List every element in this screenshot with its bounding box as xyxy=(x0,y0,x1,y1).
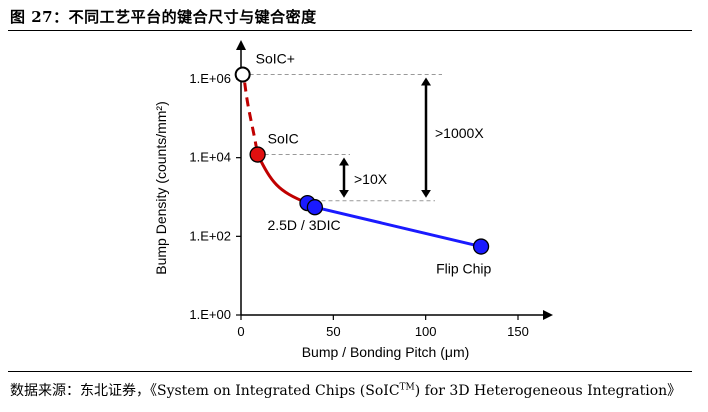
data-point xyxy=(249,146,266,163)
x-tick-label: 50 xyxy=(326,324,340,339)
x-axis-label: Bump / Bonding Pitch (μm) xyxy=(302,344,470,360)
y-tick-label: 1.E+00 xyxy=(189,307,231,322)
data-point xyxy=(306,199,324,216)
y-tick-label: 1.E+04 xyxy=(189,150,231,165)
source-suffix: ) for 3D Heterogeneous Integration》 xyxy=(414,383,682,399)
title-rule xyxy=(8,30,692,31)
label-soic-plus: SoIC+ xyxy=(256,51,295,67)
y-tick-label: 1.E+06 xyxy=(189,71,231,86)
y-axis-label: Bump Density (counts/mm²) xyxy=(153,101,169,274)
source-rule xyxy=(8,371,692,372)
soic-to-3dic-curve xyxy=(256,153,309,205)
figure-title: 图 27：不同工艺平台的键合尺寸与键合密度 xyxy=(10,8,317,26)
annotation-1000x: >1000X xyxy=(435,125,484,141)
x-tick-label: 150 xyxy=(507,324,529,339)
x-tick-label: 0 xyxy=(237,324,244,339)
label-soic: SoIC xyxy=(268,131,299,147)
bump-density-chart: 1.E+00 1.E+02 1.E+04 1.E+06 0 50 100 150 Bump / … xyxy=(153,40,553,360)
x-tick-label: 100 xyxy=(415,324,437,339)
source-superscript: TM xyxy=(399,382,415,393)
three-dic-to-flip-chip-line xyxy=(314,205,482,249)
y-tick-label: 1.E+02 xyxy=(189,228,231,243)
annotation-10x: >10X xyxy=(354,171,388,187)
soic-plus-to-soic-dashed-curve xyxy=(243,82,260,155)
source-note: 数据来源：东北证券，《System on Integrated Chips (S… xyxy=(10,380,681,400)
x-axis-arrow xyxy=(543,310,553,320)
data-point xyxy=(234,66,251,83)
y-axis-arrow xyxy=(236,40,246,50)
data-point xyxy=(472,238,490,255)
label-flip-chip: Flip Chip xyxy=(436,261,491,277)
source-prefix: 数据来源：东北证券，《System on Integrated Chips (S… xyxy=(10,383,400,399)
label-3dic: 2.5D / 3DIC xyxy=(267,217,340,233)
